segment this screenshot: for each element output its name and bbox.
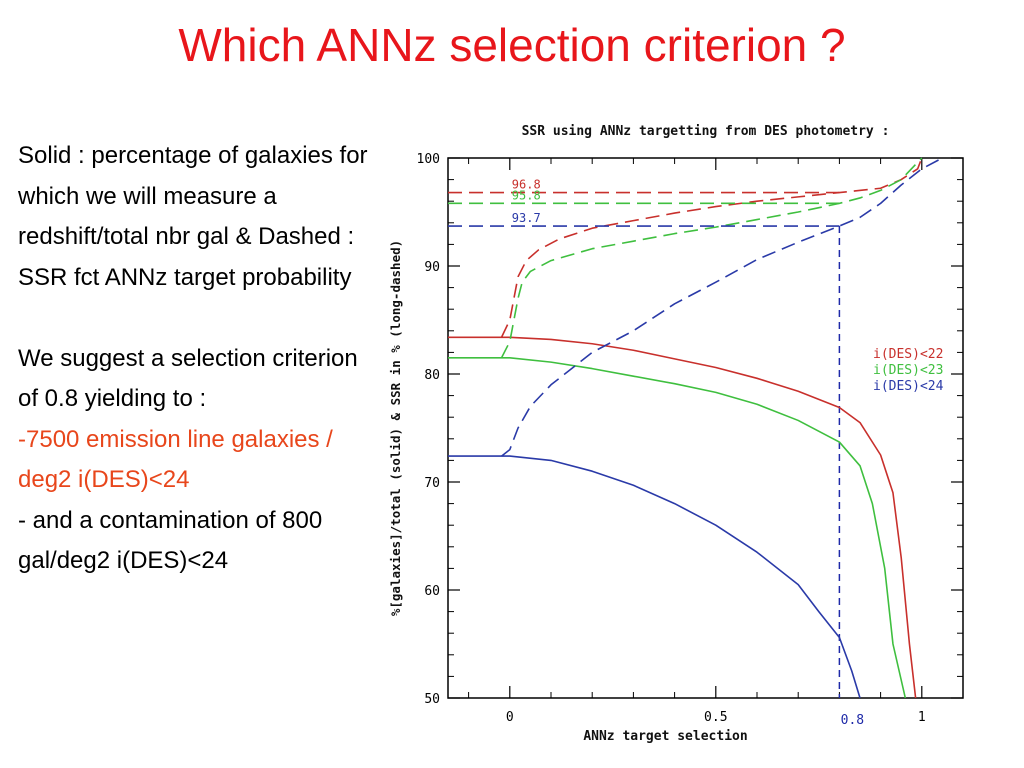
note-paragraph-2: We suggest a selection criterion of 0.8 … <box>18 344 358 413</box>
note-bullet-1: -7500 emission line galaxies / deg2 i(DE… <box>18 425 333 494</box>
chart-title: SSR using ANNz targetting from DES photo… <box>522 124 890 139</box>
galaxy-fraction-line <box>448 357 907 699</box>
ssr-value-annotation: 93.7 <box>512 211 541 225</box>
note-bullet-2: - and a contamination of 800 gal/deg2 i(… <box>18 506 323 575</box>
ssr-chart: SSR using ANNz targetting from DES photo… <box>388 124 964 744</box>
ssr-value-annotation: 95.8 <box>512 188 541 202</box>
y-tick-label: 90 <box>424 260 440 275</box>
ssr-dashed-line <box>501 157 943 457</box>
y-tick-label: 70 <box>424 476 440 491</box>
slide-notes: Solid : percentage of galaxies for which… <box>18 136 378 582</box>
y-tick-label: 60 <box>424 584 440 599</box>
note-paragraph-1: Solid : percentage of galaxies for which… <box>18 142 368 291</box>
paragraph-spacer <box>18 298 378 339</box>
x-tick-label: 0 <box>506 710 514 725</box>
slide-title: Which ANNz selection criterion ? <box>178 19 846 71</box>
ssr-value-annotation: 96.8 <box>512 178 541 192</box>
legend-entry: i(DES)<24 <box>873 379 944 394</box>
x-tick-label: 0.5 <box>704 710 727 725</box>
y-tick-label: 80 <box>424 368 440 383</box>
legend-entry: i(DES)<23 <box>873 363 943 378</box>
x-axis-label: ANNz target selection <box>583 729 747 744</box>
legend-entry: i(DES)<22 <box>873 347 943 362</box>
ssr-dashed-line <box>500 157 923 338</box>
y-axis-label: %[galaxies]/total (solid) & SSR in % (lo… <box>388 240 403 616</box>
plot-frame <box>447 157 964 699</box>
x-tick-label: 1 <box>918 710 926 725</box>
galaxy-fraction-line <box>448 455 861 699</box>
galaxy-fraction-line <box>448 336 917 699</box>
y-tick-label: 50 <box>424 692 440 707</box>
ssr-dashed-line <box>500 157 923 359</box>
selection-cut-label: 0.8 <box>841 713 864 728</box>
y-tick-label: 100 <box>417 152 440 167</box>
